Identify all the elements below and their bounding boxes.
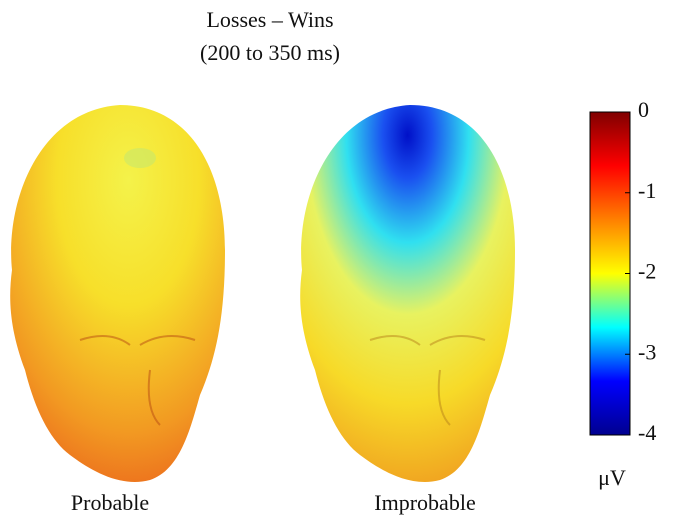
title-line: Losses – Wins — [206, 7, 333, 32]
title-line: (200 to 350 ms) — [200, 40, 340, 65]
head-probable — [10, 105, 225, 482]
colorbar-tick-label: -2 — [638, 259, 656, 284]
figure: Losses – Wins (200 to 350 ms) Probable I… — [0, 0, 683, 523]
colorbar-tick-label: -1 — [638, 178, 656, 203]
colorbar-unit: μV — [598, 465, 626, 490]
head-improbable — [300, 105, 515, 482]
colorbar-tick-label: -4 — [638, 420, 656, 445]
panel-label: Probable — [71, 490, 149, 515]
colorbar-tick-label: -3 — [638, 339, 656, 364]
colorbar — [590, 112, 630, 435]
colorbar-tick-label: 0 — [638, 97, 649, 122]
panel-label: Improbable — [374, 490, 475, 515]
